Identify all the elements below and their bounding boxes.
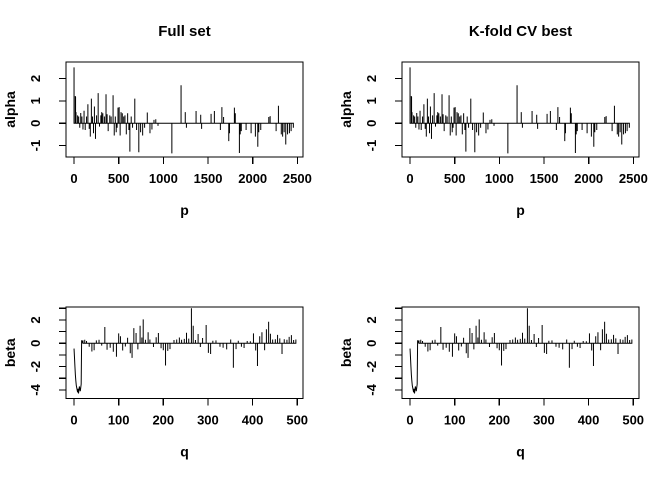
x-tick-label: 2500: [619, 171, 648, 186]
y-tick-label: 2: [364, 75, 379, 82]
plot-box: [401, 306, 640, 400]
x-tick-label: 500: [622, 413, 644, 428]
x-tick-label: 400: [242, 413, 264, 428]
y-tick-label: -1: [28, 140, 43, 152]
x-axis-label: p: [180, 202, 189, 218]
y-tick-label: 2: [364, 316, 379, 323]
series-line-alpha: [409, 67, 630, 154]
x-tick-label: 200: [152, 413, 174, 428]
y-tick-label: -4: [364, 383, 379, 395]
x-tick-label: 1000: [149, 171, 178, 186]
x-axis-label: q: [180, 444, 189, 460]
y-tick-label: 0: [364, 120, 379, 127]
x-axis-label: p: [516, 202, 525, 218]
x-tick-label: 0: [406, 171, 413, 186]
x-tick-label: 0: [70, 413, 77, 428]
x-tick-label: 100: [108, 413, 130, 428]
y-axis-label: alpha: [338, 91, 354, 128]
y-axis-label: beta: [338, 338, 354, 367]
y-tick-label: -2: [28, 361, 43, 373]
y-axis-label: beta: [2, 338, 18, 367]
plot-box: [65, 61, 304, 158]
plot-box: [401, 61, 640, 158]
x-tick-label: 0: [406, 413, 413, 428]
x-tick-label: 300: [197, 413, 219, 428]
x-axis-label: q: [516, 444, 525, 460]
x-tick-label: 400: [578, 413, 600, 428]
y-tick-label: -2: [364, 361, 379, 373]
y-tick-label: 2: [28, 316, 43, 323]
y-tick-label: 1: [28, 97, 43, 104]
plot-box: [65, 306, 304, 400]
y-tick-label: 0: [28, 120, 43, 127]
x-tick-label: 1500: [530, 171, 559, 186]
x-tick-label: 500: [108, 171, 130, 186]
y-tick-label: 1: [364, 97, 379, 104]
x-tick-label: 2500: [283, 171, 312, 186]
series-line-beta: [409, 308, 633, 394]
x-tick-label: 100: [444, 413, 466, 428]
x-tick-label: 300: [533, 413, 555, 428]
y-tick-label: -4: [28, 383, 43, 395]
panel-title: Full set: [158, 23, 211, 40]
series-line-beta: [73, 308, 297, 394]
x-tick-label: 0: [70, 171, 77, 186]
x-tick-label: 1000: [485, 171, 514, 186]
panel-top-left: Full set 0 500 1000 1500 2000 2500 -1 0 1 2 p alpha: [2, 23, 312, 218]
x-tick-label: 200: [488, 413, 510, 428]
y-tick-label: -1: [364, 140, 379, 152]
panel-title: K-fold CV best: [469, 23, 572, 40]
x-tick-label: 2000: [574, 171, 603, 186]
y-axis-label: alpha: [2, 91, 18, 128]
series-line-alpha: [73, 67, 294, 154]
x-tick-label: 500: [286, 413, 308, 428]
y-tick-label: 2: [28, 75, 43, 82]
panel-bottom-right: 0 100 200 300 400 500 -4 -2 0 2 q beta: [338, 306, 644, 460]
y-tick-label: 0: [28, 340, 43, 347]
x-tick-label: 1500: [194, 171, 223, 186]
y-tick-label: 0: [364, 340, 379, 347]
x-tick-label: 500: [444, 171, 466, 186]
panel-bottom-left: 0 100 200 300 400 500 -4 -2 0 2 q beta: [2, 306, 308, 460]
x-tick-label: 2000: [238, 171, 267, 186]
panel-top-right: K-fold CV best 0 500 1000 1500 2000 2500 -1 0 1 2 p…: [338, 23, 648, 218]
